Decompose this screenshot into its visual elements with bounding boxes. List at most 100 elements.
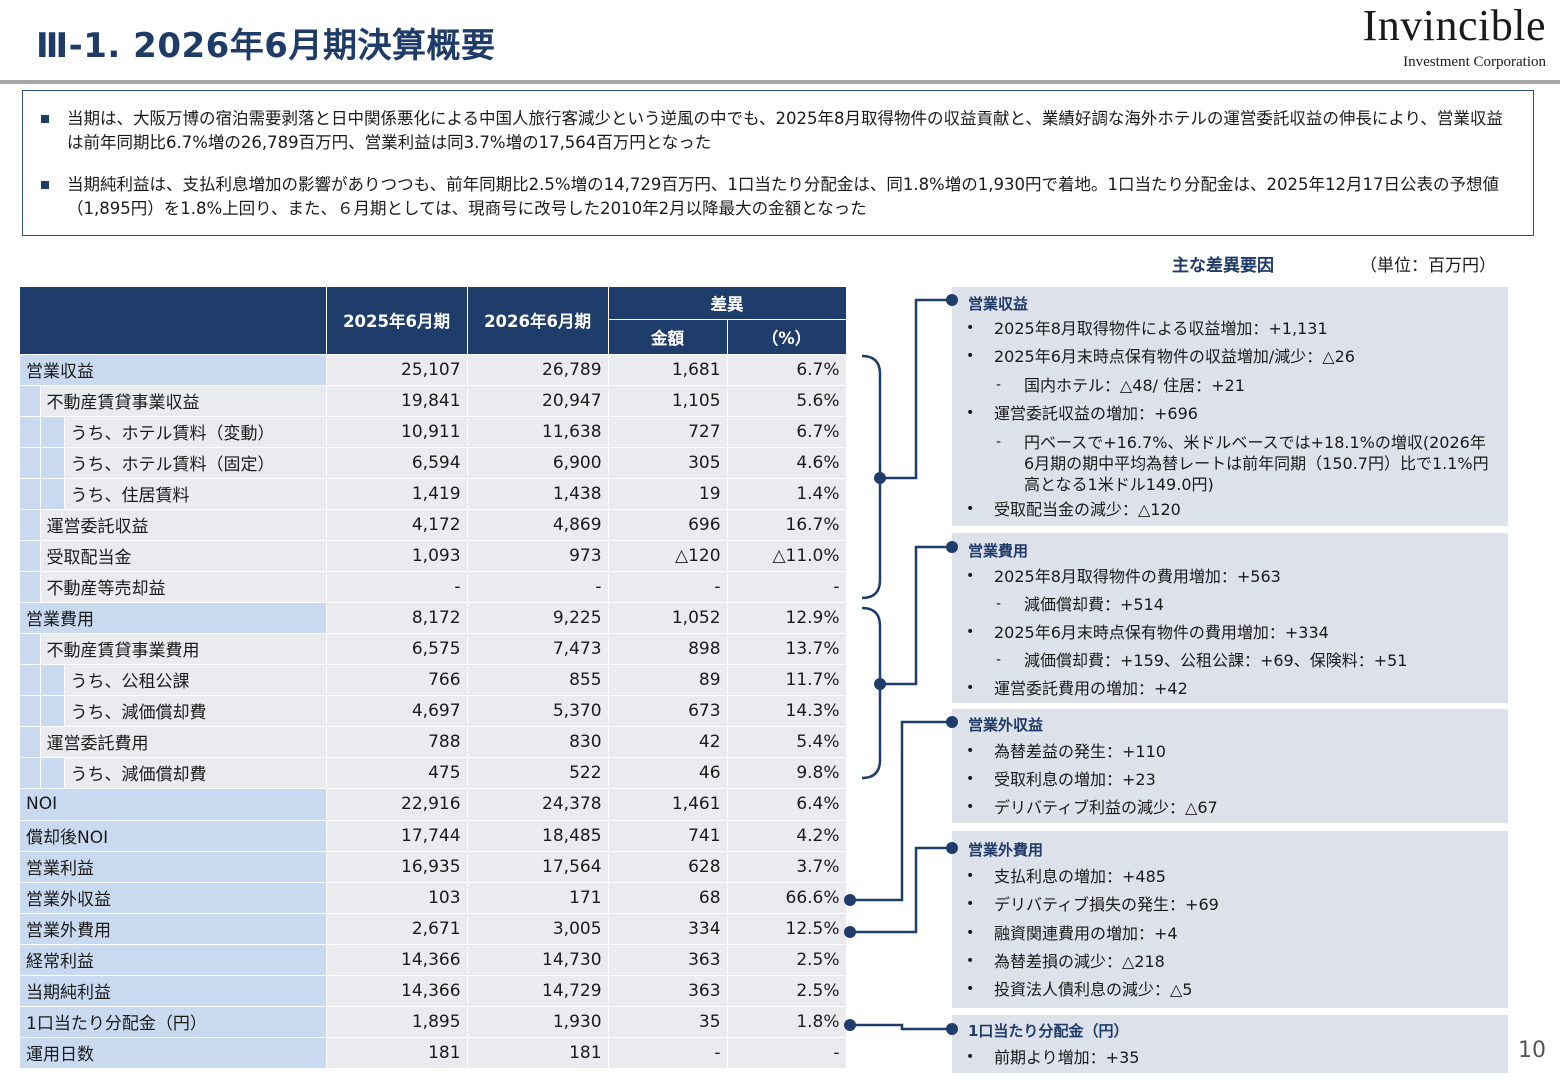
connector-nonop-income bbox=[850, 720, 952, 902]
bullet-icon: • bbox=[966, 953, 975, 969]
row-label: 償却後NOI bbox=[20, 820, 327, 852]
factor-item: 運営委託収益の増加：+696 bbox=[994, 404, 1198, 423]
dash-bullet-icon: - bbox=[996, 377, 1002, 393]
factor-sub-item: 減価償却費：+159、公租公課：+69、保険料：+51 bbox=[1024, 651, 1408, 670]
cell-diff-amount: 305 bbox=[608, 447, 728, 479]
cell-diff-pct: 13.7% bbox=[727, 633, 847, 665]
cell-diff-pct: - bbox=[727, 1037, 847, 1069]
cell-fy2025: 103 bbox=[326, 882, 468, 914]
table-row: うち、減価償却費 4,697 5,370 673 14.3% bbox=[20, 695, 847, 727]
cell-diff-amount: 1,461 bbox=[608, 788, 728, 821]
cell-fy2026: 17,564 bbox=[467, 851, 609, 883]
factor-item: 2025年6月末時点保有物件の費用増加：+334 bbox=[994, 623, 1329, 642]
header-fy2025: 2025年6月期 bbox=[326, 287, 468, 355]
factor-panel-heading: 営業外費用 bbox=[968, 841, 1044, 859]
table-body: 営業収益 25,107 26,789 1,681 6.7% 不動産賃貸事業収益 19,841… bbox=[20, 354, 847, 1069]
connector-expense bbox=[880, 545, 952, 686]
cell-diff-amount: 1,681 bbox=[608, 354, 728, 386]
cell-fy2026: 1,930 bbox=[467, 1006, 609, 1038]
factor-item: 支払利息の増加：+485 bbox=[994, 867, 1166, 886]
cell-fy2025: 19,841 bbox=[326, 385, 468, 417]
row-label: 不動産賃貸事業費用 bbox=[40, 633, 327, 665]
cell-fy2026: 14,730 bbox=[467, 944, 609, 976]
bullet-icon: • bbox=[966, 320, 975, 336]
cell-diff-pct: 6.7% bbox=[727, 354, 847, 386]
factor-item: デリバティブ利益の減少：△67 bbox=[994, 798, 1218, 817]
cell-diff-pct: 2.5% bbox=[727, 944, 847, 976]
cell-diff-amount: - bbox=[608, 1037, 728, 1069]
row-indent bbox=[40, 695, 65, 727]
cell-fy2025: 16,935 bbox=[326, 851, 468, 883]
cell-fy2026: - bbox=[467, 571, 609, 603]
row-label: 運用日数 bbox=[20, 1037, 327, 1069]
row-indent bbox=[20, 540, 41, 572]
row-indent bbox=[20, 695, 41, 727]
cell-fy2026: 3,005 bbox=[467, 913, 609, 945]
cell-diff-amount: 46 bbox=[608, 757, 728, 789]
bullet-icon: • bbox=[966, 925, 975, 941]
cell-diff-pct: 9.8% bbox=[727, 757, 847, 789]
cell-diff-amount: 727 bbox=[608, 416, 728, 448]
cell-diff-pct: 1.4% bbox=[727, 478, 847, 510]
row-indent bbox=[40, 447, 65, 479]
square-bullet-icon bbox=[41, 181, 49, 189]
row-label: うち、公租公課 bbox=[64, 664, 327, 696]
bullet-icon: • bbox=[966, 743, 975, 759]
factor-sub-item: 円ベースで+16.7%、米ドルベースでは+18.1%の増収(2026年6月期の期… bbox=[1024, 433, 1489, 494]
cell-diff-amount: 1,105 bbox=[608, 385, 728, 417]
connector-dot bbox=[844, 926, 856, 938]
factor-panel: 営業外収益 • 為替差益の発生：+110 • 受取利息の増加：+23 • デリバティブ利益の… bbox=[952, 709, 1508, 823]
page-title: Ⅲ-1. 2026年6月期決算概要 bbox=[36, 26, 496, 66]
summary-text: 当期純利益は、支払利息増加の影響がありつつも、前年同期比2.5%増の14,729… bbox=[67, 175, 1499, 218]
bullet-icon: • bbox=[966, 568, 975, 584]
factor-item: 2025年8月取得物件による収益増加：+1,131 bbox=[994, 319, 1328, 338]
dash-bullet-icon: - bbox=[996, 434, 1002, 450]
row-label: 営業外収益 bbox=[20, 882, 327, 914]
bullet-icon: • bbox=[966, 868, 975, 884]
logo-subtitle: Investment Corporation bbox=[1403, 54, 1546, 70]
table-row: うち、住居賃料 1,419 1,438 19 1.4% bbox=[20, 478, 847, 510]
logo: Invincible Investment Corporation bbox=[1363, 2, 1546, 71]
cell-diff-pct: 4.2% bbox=[727, 820, 847, 852]
row-indent bbox=[40, 416, 65, 448]
cell-fy2025: 10,911 bbox=[326, 416, 468, 448]
cell-diff-pct: 6.4% bbox=[727, 788, 847, 821]
table-row: うち、公租公課 766 855 89 11.7% bbox=[20, 664, 847, 696]
row-indent bbox=[20, 509, 41, 541]
cell-fy2026: 973 bbox=[467, 540, 609, 572]
cell-fy2025: 4,172 bbox=[326, 509, 468, 541]
connector-dividend bbox=[850, 1023, 952, 1031]
bullet-icon: • bbox=[966, 680, 975, 696]
cell-diff-amount: 35 bbox=[608, 1006, 728, 1038]
table-row: 経常利益 14,366 14,730 363 2.5% bbox=[20, 944, 847, 976]
bullet-icon: • bbox=[966, 1049, 975, 1065]
cell-fy2026: 181 bbox=[467, 1037, 609, 1069]
cell-fy2026: 1,438 bbox=[467, 478, 609, 510]
row-label: 運営委託収益 bbox=[40, 509, 327, 541]
table-row: 営業外収益 103 171 68 66.6% bbox=[20, 882, 847, 914]
table-row: うち、ホテル賃料（固定） 6,594 6,900 305 4.6% bbox=[20, 447, 847, 479]
connector-dot bbox=[844, 1019, 856, 1031]
cell-diff-pct: - bbox=[727, 571, 847, 603]
header-item bbox=[20, 287, 327, 355]
table-row: 1口当たり分配金（円） 1,895 1,930 35 1.8% bbox=[20, 1006, 847, 1038]
cell-fy2025: 22,916 bbox=[326, 788, 468, 821]
factor-panel: 営業費用 • 2025年8月取得物件の費用増加：+563 - 減価償却費：+514 • 20… bbox=[952, 533, 1508, 703]
connector-dot bbox=[946, 842, 958, 854]
cell-fy2025: 14,366 bbox=[326, 944, 468, 976]
table-row: 運営委託収益 4,172 4,869 696 16.7% bbox=[20, 509, 847, 541]
cell-fy2026: 830 bbox=[467, 726, 609, 758]
cell-diff-pct: 3.7% bbox=[727, 851, 847, 883]
cell-diff-amount: 334 bbox=[608, 913, 728, 945]
row-label: 不動産等売却益 bbox=[40, 571, 327, 603]
bullet-icon: • bbox=[966, 405, 975, 421]
row-label: うち、住居賃料 bbox=[64, 478, 327, 510]
cell-fy2025: 25,107 bbox=[326, 354, 468, 386]
cell-diff-amount: 898 bbox=[608, 633, 728, 665]
cell-fy2025: 766 bbox=[326, 664, 468, 696]
table-row: うち、ホテル賃料（変動） 10,911 11,638 727 6.7% bbox=[20, 416, 847, 448]
cell-diff-amount: △120 bbox=[608, 540, 728, 572]
cell-fy2026: 11,638 bbox=[467, 416, 609, 448]
header-amount: 金額 bbox=[608, 319, 728, 355]
